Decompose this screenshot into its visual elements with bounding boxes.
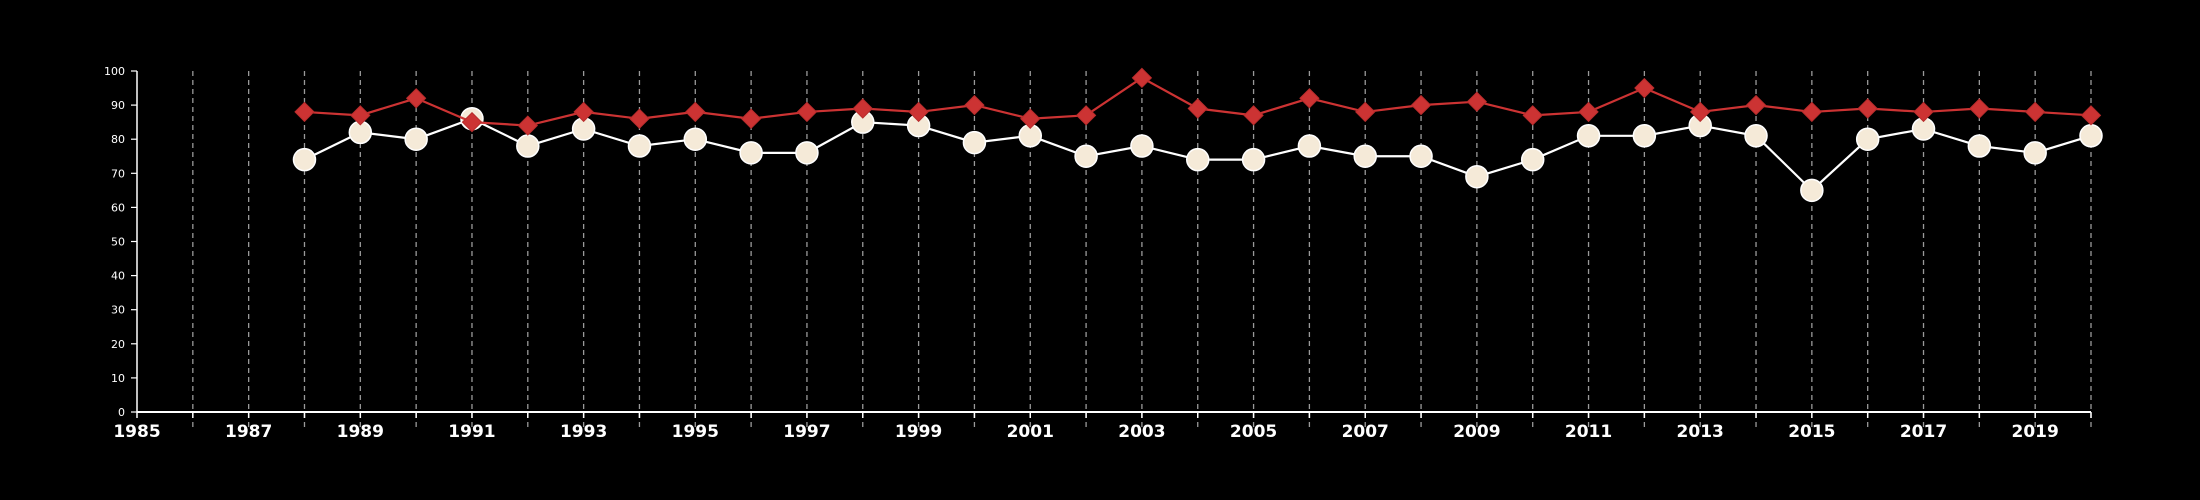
x-tick-label: 2003 [1118, 422, 1165, 442]
x-tick-label: 2007 [1342, 422, 1389, 442]
data-point-circle [516, 134, 540, 158]
y-tick-label: 60 [111, 201, 125, 214]
y-tick-label: 50 [111, 236, 125, 249]
data-point-diamond [1075, 105, 1097, 126]
data-point-diamond [1187, 98, 1208, 119]
data-point-diamond [796, 101, 818, 123]
data-point-diamond [1634, 77, 1655, 99]
data-point-circle [739, 141, 763, 165]
x-tick-label: 2015 [1788, 422, 1835, 442]
y-tick-label: 20 [111, 338, 125, 351]
y-tick-label: 100 [104, 65, 125, 78]
data-point-diamond [740, 108, 762, 129]
data-point-circle [1297, 134, 1322, 158]
data-point-diamond [1801, 101, 1823, 123]
y-tick-label: 40 [111, 270, 125, 283]
data-point-circle [1632, 124, 1657, 148]
x-tick-label: 1999 [895, 422, 942, 442]
data-point-circle [1185, 147, 1210, 172]
data-point-diamond [1578, 101, 1599, 123]
y-tick-label: 10 [111, 372, 125, 385]
data-point-diamond [1969, 98, 1990, 119]
data-point-circle [2079, 124, 2103, 148]
x-tick-label: 2001 [1007, 422, 1054, 442]
data-point-circle [1576, 124, 1601, 148]
data-point-diamond [685, 101, 706, 123]
data-point-diamond [1020, 108, 1041, 129]
x-tick-label: 2011 [1565, 422, 1612, 442]
data-point-circle [1967, 134, 1992, 158]
x-tick-label: 2019 [2012, 422, 2059, 442]
data-point-circle [1409, 144, 1433, 168]
axes: 1985 1987 1989 1991 1993 1995 1997 1999 2001 2003… [104, 65, 2092, 442]
x-tick-label: 1991 [448, 422, 495, 442]
data-point-diamond [1857, 98, 1878, 119]
data-point-diamond [1299, 88, 1320, 109]
data-point-circle [1855, 127, 1880, 151]
y-tick-label: 80 [111, 133, 125, 146]
data-point-circle [292, 147, 317, 172]
x-tick-label: 2005 [1230, 422, 1277, 442]
data-point-diamond [908, 101, 929, 123]
y-tick-label: 0 [118, 406, 125, 419]
data-point-diamond [350, 105, 371, 126]
data-point-diamond [517, 115, 539, 136]
x-tick-label: 1987 [225, 422, 272, 442]
data-point-circle [627, 134, 652, 158]
data-point-circle [1241, 147, 1266, 172]
data-point-circle [404, 127, 428, 151]
data-point-circle [1353, 144, 1377, 168]
data-point-circle [2023, 141, 2047, 165]
x-tick-label: 1995 [672, 422, 719, 442]
data-point-diamond [1466, 91, 1488, 112]
data-point-diamond [964, 94, 985, 116]
data-point-diamond [629, 108, 650, 129]
data-point-diamond [573, 101, 594, 123]
x-tick-label: 1985 [113, 422, 160, 442]
data-point-diamond [461, 111, 483, 133]
y-tick-label: 70 [111, 167, 125, 180]
x-tick-label: 1989 [337, 422, 384, 442]
data-point-circle [795, 141, 819, 165]
x-tick-label: 1997 [783, 422, 830, 442]
data-point-circle [1520, 147, 1545, 172]
data-point-diamond [1355, 101, 1376, 123]
data-point-circle [1744, 124, 1768, 148]
data-point-diamond [405, 88, 427, 109]
data-point-circle [1074, 144, 1098, 168]
data-point-diamond [1131, 67, 1153, 89]
y-tick-label: 30 [111, 304, 125, 317]
data-point-diamond [2024, 101, 2046, 123]
y-tick-label: 90 [111, 99, 125, 112]
x-tick-label: 2013 [1677, 422, 1724, 442]
data-point-diamond [294, 101, 315, 123]
data-point-circle [1800, 178, 1824, 203]
x-tick-label: 1993 [560, 422, 607, 442]
data-point-circle [683, 127, 708, 151]
data-point-diamond [2080, 105, 2102, 126]
data-point-diamond [1243, 105, 1264, 126]
data-point-diamond [1745, 94, 1767, 116]
data-point-diamond [1689, 101, 1711, 123]
data-point-diamond [1522, 105, 1543, 126]
data-point-diamond [1913, 101, 1934, 123]
x-tick-label: 2009 [1453, 422, 1500, 442]
data-series [292, 67, 2103, 203]
data-point-circle [1465, 164, 1489, 189]
data-point-circle [962, 130, 987, 155]
data-point-diamond [852, 98, 873, 119]
grid-lines [192, 71, 2092, 428]
data-point-circle [1130, 134, 1154, 158]
x-tick-label: 2017 [1900, 422, 1947, 442]
data-point-diamond [1410, 94, 1432, 116]
